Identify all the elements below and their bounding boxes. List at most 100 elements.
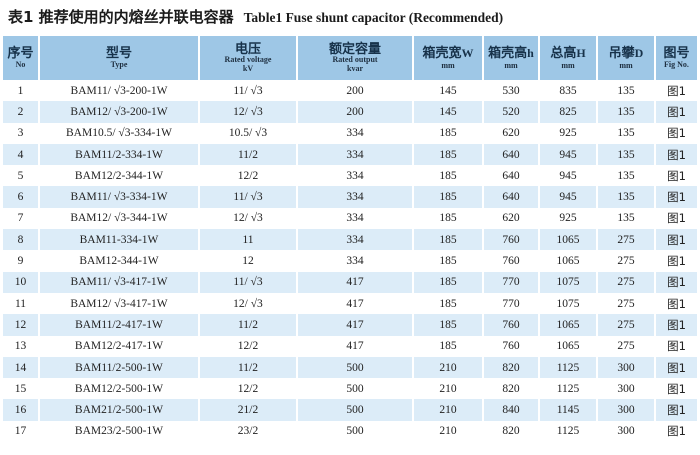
cell-type: BAM11-334-1W (38, 229, 199, 251)
header-voltage: 电压 Rated voltage kV (198, 36, 297, 80)
table-title-cn: 表1 推荐使用的内熔丝并联电容器 (8, 8, 234, 26)
cell-width: 185 (412, 314, 483, 336)
cell-fig: 图1 (654, 143, 697, 166)
table-header: 序号 No 型号 Type 电压 Rated voltage kV 额定容量 R… (3, 36, 697, 80)
cell-no: 4 (3, 143, 39, 166)
table-row: 15 BAM12/2-500-1W 12/2 500 210 820 1125 300 图1 (3, 378, 697, 400)
cell-output: 417 (296, 292, 413, 315)
cell-no: 11 (3, 292, 39, 315)
cell-total-height: 1075 (538, 271, 597, 293)
header-width: 箱壳宽W mm (412, 36, 483, 80)
cell-type: BAM12-344-1W (38, 250, 199, 272)
cell-height: 840 (482, 399, 539, 421)
cell-type: BAM11/2-500-1W (38, 356, 199, 379)
cell-voltage: 11/2 (198, 356, 297, 379)
cell-fig: 图1 (654, 250, 697, 272)
cell-type: BAM12/ √3-200-1W (38, 101, 199, 123)
table-row: 5 BAM12/2-344-1W 12/2 334 185 640 945 135 图1 (3, 165, 697, 187)
cell-output: 334 (296, 250, 413, 272)
cell-width: 210 (412, 378, 483, 400)
cell-type: BAM12/2-344-1W (38, 165, 199, 187)
table-row: 2 BAM12/ √3-200-1W 12/ √3 200 145 520 825 135 图1 (3, 101, 697, 123)
cell-type: BAM12/ √3-417-1W (38, 292, 199, 315)
cell-width: 185 (412, 292, 483, 315)
cell-total-height: 825 (538, 101, 597, 123)
header-height-en: h (527, 46, 534, 61)
cell-voltage: 21/2 (198, 399, 297, 421)
cell-height: 760 (482, 335, 539, 357)
header-type: 型号 Type (38, 36, 199, 80)
cell-fig: 图1 (654, 292, 697, 315)
header-fig-cn: 图号 (663, 45, 690, 61)
table-row: 8 BAM11-334-1W 11 334 185 760 1065 275 图1 (3, 229, 697, 251)
cell-type: BAM10.5/ √3-334-1W (38, 122, 199, 144)
cell-voltage: 12/2 (198, 165, 297, 187)
cell-no: 10 (3, 271, 39, 293)
cell-no: 16 (3, 399, 39, 421)
cell-fig: 图1 (654, 80, 697, 102)
cell-type: BAM21/2-500-1W (38, 399, 199, 421)
cell-lug: 300 (596, 378, 655, 400)
cell-fig: 图1 (654, 356, 697, 379)
cell-no: 6 (3, 186, 39, 208)
cell-width: 210 (412, 399, 483, 421)
cell-total-height: 1065 (538, 250, 597, 272)
cell-type: BAM12/ √3-344-1W (38, 207, 199, 230)
cell-width: 185 (412, 207, 483, 230)
cell-output: 417 (296, 314, 413, 336)
header-type-cn: 型号 (105, 45, 132, 61)
cell-voltage: 12 (198, 250, 297, 272)
header-lug: 吊攀D mm (596, 36, 655, 80)
cell-total-height: 925 (538, 122, 597, 144)
header-total-height: 总高H mm (538, 36, 597, 80)
cell-type: BAM23/2-500-1W (38, 420, 199, 443)
cell-total-height: 1065 (538, 335, 597, 357)
cell-lug: 300 (596, 356, 655, 379)
header-voltage-en: Rated voltage (224, 55, 272, 65)
cell-no: 8 (3, 229, 39, 251)
cell-lug: 135 (596, 122, 655, 144)
cell-lug: 300 (596, 399, 655, 421)
cell-no: 1 (3, 80, 39, 102)
cell-voltage: 12/ √3 (198, 207, 297, 230)
cell-voltage: 12/ √3 (198, 101, 297, 123)
cell-no: 7 (3, 207, 39, 230)
table-row: 7 BAM12/ √3-344-1W 12/ √3 334 185 620 925 135 图1 (3, 207, 697, 230)
cell-height: 770 (482, 292, 539, 315)
cell-output: 500 (296, 399, 413, 421)
cell-height: 620 (482, 122, 539, 144)
cell-voltage: 11/ √3 (198, 186, 297, 208)
table-row: 17 BAM23/2-500-1W 23/2 500 210 820 1125 300 图1 (3, 420, 697, 443)
table-title-en: Table1 Fuse shunt capacitor (Recommended… (243, 10, 504, 25)
cell-lug: 135 (596, 101, 655, 123)
cell-voltage: 11 (198, 229, 297, 251)
cell-voltage: 12/2 (198, 335, 297, 357)
header-width-cn: 箱壳宽 (422, 46, 462, 62)
cell-type: BAM11/ √3-417-1W (38, 271, 199, 293)
cell-output: 500 (296, 356, 413, 379)
cell-lug: 275 (596, 314, 655, 336)
cell-output: 200 (296, 80, 413, 102)
cell-total-height: 835 (538, 80, 597, 102)
cell-no: 3 (3, 122, 39, 144)
cell-lug: 135 (596, 207, 655, 230)
header-total-height-unit: mm (561, 61, 575, 71)
cell-lug: 135 (596, 143, 655, 166)
header-width-unit: mm (441, 61, 455, 71)
cell-fig: 图1 (654, 165, 697, 187)
header-height-cn: 箱壳高 (488, 46, 528, 62)
cell-lug: 300 (596, 420, 655, 443)
cell-type: BAM11/ √3-200-1W (38, 80, 199, 102)
table-row: 9 BAM12-344-1W 12 334 185 760 1065 275 图1 (3, 250, 697, 272)
cell-height: 620 (482, 207, 539, 230)
cell-lug: 135 (596, 80, 655, 102)
cell-fig: 图1 (654, 378, 697, 400)
header-total-height-cn: 总高 (550, 46, 577, 62)
cell-total-height: 1145 (538, 399, 597, 421)
cell-fig: 图1 (654, 314, 697, 336)
table-row: 4 BAM11/2-334-1W 11/2 334 185 640 945 135 图1 (3, 143, 697, 166)
table-row: 3 BAM10.5/ √3-334-1W 10.5/ √3 334 185 620 925 1… (3, 122, 697, 144)
header-height-unit: mm (504, 61, 518, 71)
header-total-height-en: H (576, 46, 586, 61)
cell-fig: 图1 (654, 335, 697, 357)
